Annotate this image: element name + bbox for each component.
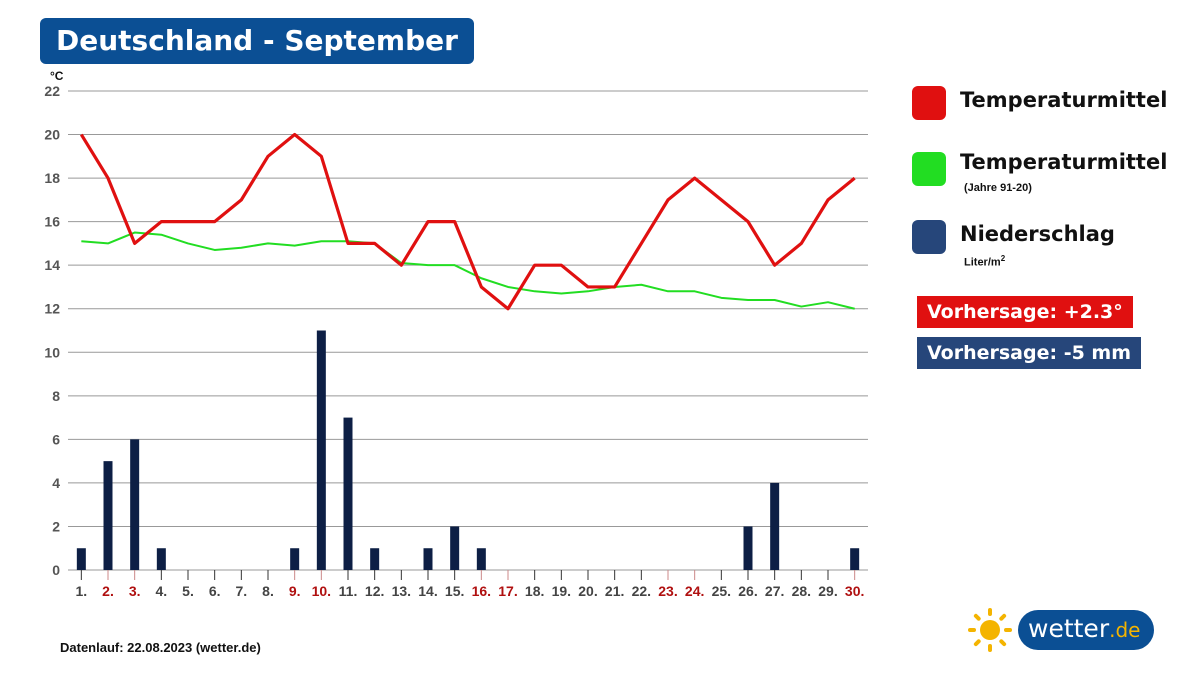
x-tick-label: 8. bbox=[262, 583, 274, 599]
x-tick-label: 4. bbox=[155, 583, 167, 599]
precip-bar bbox=[423, 548, 433, 570]
x-tick-label: 11. bbox=[339, 583, 358, 599]
x-tick-label: 18. bbox=[525, 583, 544, 599]
precip-bar bbox=[156, 548, 166, 570]
chart-title: Deutschland - September bbox=[40, 18, 474, 64]
y-tick-label: 4 bbox=[52, 475, 60, 491]
x-tick-label: 27. bbox=[765, 583, 784, 599]
x-tick-label: 29. bbox=[818, 583, 837, 599]
logo-domain: .de bbox=[1109, 618, 1141, 642]
temperature-line bbox=[79, 132, 856, 311]
data-run-note: Datenlauf: 22.08.2023 (wetter.de) bbox=[60, 640, 261, 655]
precip-bar bbox=[850, 548, 860, 570]
legend-label-precipitation: Niederschlag bbox=[960, 222, 1115, 246]
legend-swatch-temperature bbox=[912, 86, 946, 120]
x-tick-label: 19. bbox=[552, 583, 571, 599]
x-tick-label: 22. bbox=[632, 583, 651, 599]
x-tick-label: 25. bbox=[712, 583, 731, 599]
x-tick-label: 15. bbox=[445, 583, 464, 599]
precip-bar bbox=[476, 548, 486, 570]
x-tick-label: 14. bbox=[418, 583, 437, 599]
legend-sub-precipitation: Liter/m2 bbox=[964, 254, 1005, 269]
x-tick-label: 26. bbox=[738, 583, 757, 599]
x-tick-label: 6. bbox=[209, 583, 221, 599]
x-tick-label: 13. bbox=[392, 583, 411, 599]
y-tick-label: 16 bbox=[44, 214, 60, 230]
y-tick-label: 8 bbox=[52, 388, 60, 404]
x-tick-label: 12. bbox=[365, 583, 384, 599]
x-tick-label: 20. bbox=[578, 583, 597, 599]
precip-bar bbox=[103, 461, 113, 570]
y-tick-label: 10 bbox=[44, 344, 60, 360]
logo-text: wetter.de bbox=[1028, 614, 1140, 643]
precip-bar bbox=[370, 548, 380, 570]
temperature-normal-line bbox=[81, 231, 855, 310]
sun-icon bbox=[968, 608, 1012, 652]
precip-bar bbox=[770, 482, 780, 570]
y-tick-label: 22 bbox=[44, 83, 60, 99]
legend-swatch-temperature-normal bbox=[912, 152, 946, 186]
precip-bar bbox=[743, 526, 753, 570]
forecast-temp-badge: Vorhersage: +2.3° bbox=[917, 296, 1133, 328]
forecast-rain-badge: Vorhersage: -5 mm bbox=[917, 337, 1142, 369]
x-tick-label: 17. bbox=[498, 583, 517, 599]
x-tick-label: 21. bbox=[605, 583, 624, 599]
y-axis-unit: °C bbox=[50, 69, 64, 83]
x-tick-label: 3. bbox=[129, 583, 141, 599]
y-tick-label: 6 bbox=[52, 431, 60, 447]
logo-name: wetter bbox=[1028, 614, 1110, 643]
legend-label-temperature-normal: Temperaturmittel bbox=[960, 150, 1168, 174]
x-tick-label: 23. bbox=[658, 583, 677, 599]
x-tick-label: 1. bbox=[75, 583, 87, 599]
legend-sub-exponent: 2 bbox=[1000, 254, 1006, 263]
precip-bar bbox=[290, 548, 300, 570]
x-tick-label: 30. bbox=[845, 583, 864, 599]
legend-swatch-precipitation bbox=[912, 220, 946, 254]
legend-sub-temperature-normal: (Jahre 91-20) bbox=[964, 182, 1032, 194]
x-tick-label: 5. bbox=[182, 583, 194, 599]
x-tick-label: 2. bbox=[102, 583, 114, 599]
y-tick-label: 20 bbox=[44, 127, 60, 143]
wetter-logo[interactable]: wetter.de bbox=[966, 606, 1156, 654]
x-tick-label: 16. bbox=[472, 583, 491, 599]
precip-bar bbox=[316, 330, 326, 570]
precip-bar bbox=[343, 417, 353, 570]
x-tick-label: 7. bbox=[235, 583, 247, 599]
x-tick-label: 24. bbox=[685, 583, 704, 599]
legend-label-temperature: Temperaturmittel bbox=[960, 88, 1168, 112]
precip-bar bbox=[450, 526, 460, 570]
y-tick-label: 0 bbox=[52, 562, 60, 578]
weather-chart: 0 2 4 6 8 10 12 14 16 18 20 22°C 1. 2. 3. 4. 5. 6. 7. 8. 9. 1… bbox=[44, 69, 868, 599]
y-tick-label: 12 bbox=[44, 301, 60, 317]
y-tick-label: 14 bbox=[44, 257, 60, 273]
logo-badge bbox=[1018, 610, 1154, 650]
precip-bar bbox=[76, 548, 86, 570]
x-tick-label: 10. bbox=[312, 583, 331, 599]
y-tick-label: 18 bbox=[44, 170, 60, 186]
precip-bar bbox=[130, 439, 140, 570]
legend-sub-unit: Liter/m bbox=[964, 256, 1001, 269]
x-tick-label: 9. bbox=[289, 583, 301, 599]
y-tick-label: 2 bbox=[52, 518, 60, 534]
x-tick-label: 28. bbox=[792, 583, 811, 599]
